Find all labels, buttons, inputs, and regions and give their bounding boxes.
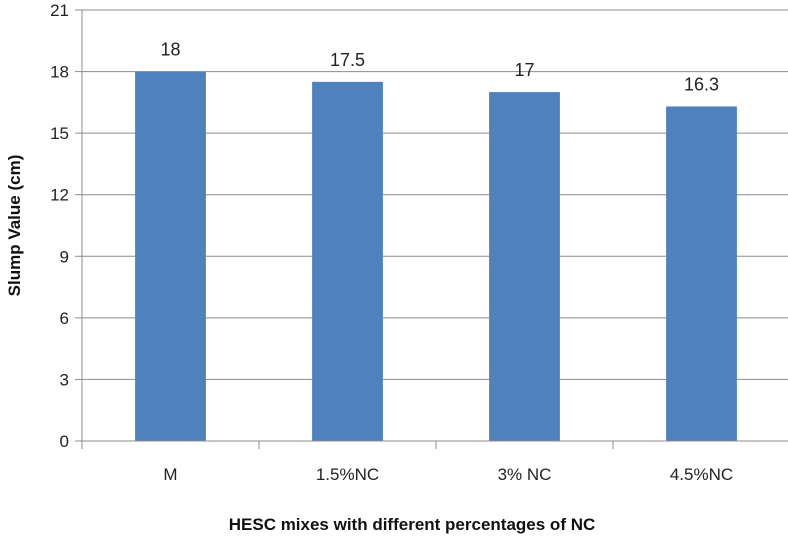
x-axis-title: HESC mixes with different percentages of… xyxy=(229,515,596,534)
data-label: 17 xyxy=(514,60,534,80)
data-label: 16.3 xyxy=(684,74,719,94)
x-tick-label: 1.5%NC xyxy=(316,465,379,484)
y-tick-label: 9 xyxy=(60,247,69,266)
x-tick-label: M xyxy=(163,465,177,484)
y-axis-title: Slump Value (cm) xyxy=(5,155,24,297)
y-tick-labels: 0 3 6 9 12 15 18 21 xyxy=(50,1,69,451)
x-tick-labels: M 1.5%NC 3% NC 4.5%NC xyxy=(163,465,733,484)
x-tick-label: 4.5%NC xyxy=(670,465,733,484)
x-tick-label: 3% NC xyxy=(498,465,552,484)
bars xyxy=(135,71,737,442)
y-tick-label: 0 xyxy=(60,432,69,451)
y-tick-label: 15 xyxy=(50,124,69,143)
bar xyxy=(666,106,737,441)
bar xyxy=(135,71,206,442)
y-tick-label: 21 xyxy=(50,1,69,20)
y-tick-label: 6 xyxy=(60,309,69,328)
bar xyxy=(312,81,383,441)
y-tick-label: 12 xyxy=(50,186,69,205)
axes xyxy=(75,9,788,449)
y-tick-label: 18 xyxy=(50,63,69,82)
bar xyxy=(489,92,560,441)
y-tick-label: 3 xyxy=(60,370,69,389)
data-labels: 18 17.5 17 16.3 xyxy=(160,40,719,95)
data-label: 17.5 xyxy=(330,50,365,70)
data-label: 18 xyxy=(160,40,180,60)
